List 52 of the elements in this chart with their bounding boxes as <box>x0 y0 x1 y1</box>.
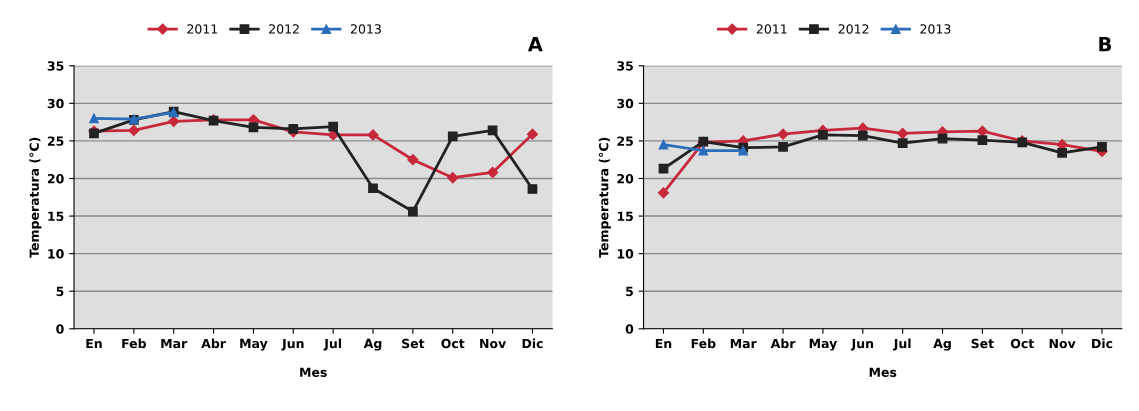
x-tick-label: May <box>809 338 838 351</box>
x-tick-label: Jun <box>850 338 874 351</box>
x-tick-label: Oct <box>1010 338 1034 349</box>
legend-label: 2011 <box>187 24 218 34</box>
x-tick-label: Oct <box>441 338 465 349</box>
x-tick-label: Mar <box>161 338 188 349</box>
x-tick-label: Nov <box>1049 338 1076 349</box>
x-tick-label: May <box>240 338 268 351</box>
x-tick-label: Set <box>402 338 425 349</box>
y-tick-label: 30 <box>617 98 634 109</box>
y-axis-title: Temperatura (°C) <box>29 137 42 258</box>
y-tick-label: 35 <box>617 61 633 71</box>
x-axis-title: Mes <box>300 367 327 377</box>
y-tick-label: 15 <box>617 211 633 221</box>
y-tick-label: 0 <box>56 324 64 334</box>
x-tick-label: Abr <box>201 338 226 349</box>
y-tick-label: 30 <box>47 98 64 109</box>
y-tick-label: 25 <box>47 136 64 146</box>
y-tick-label: 0 <box>625 324 634 334</box>
y-tick-label: 10 <box>48 249 64 259</box>
legend-label: 2011 <box>756 24 787 34</box>
y-tick-label: 35 <box>47 61 64 71</box>
x-tick-label: Feb <box>691 338 716 349</box>
y-tick-label: 25 <box>617 136 633 146</box>
y-tick-label: 15 <box>48 211 64 221</box>
y-tick-label: 5 <box>56 286 64 297</box>
x-tick-label: Dic <box>1092 338 1113 349</box>
text: B <box>1099 37 1111 52</box>
text: A <box>527 37 543 52</box>
x-axis-title: Mes <box>869 367 897 377</box>
x-tick-label: Ag <box>363 338 382 351</box>
x-tick-label: Jul <box>323 338 342 351</box>
x-tick-label: Jun <box>281 338 304 351</box>
x-tick-label: Dic <box>522 338 543 349</box>
legend-label: 2013 <box>920 24 951 34</box>
legend-label: 2013 <box>350 24 381 34</box>
y-axis-title: Temperatura (°C) <box>598 137 611 258</box>
x-tick-label: Jul <box>893 338 911 351</box>
x-tick-label: Ag <box>933 338 951 351</box>
y-tick-label: 5 <box>626 286 633 297</box>
y-tick-label: 20 <box>617 173 634 184</box>
x-tick-label: En <box>86 338 102 349</box>
x-tick-label: En <box>655 338 672 349</box>
x-tick-label: Mar <box>730 338 757 349</box>
x-tick-label: Feb <box>122 338 146 349</box>
x-tick-label: Nov <box>480 338 507 349</box>
legend-label: 2012 <box>838 24 869 34</box>
y-tick-label: 10 <box>617 249 634 259</box>
y-tick-label: 20 <box>47 173 64 184</box>
x-tick-label: Set <box>971 338 994 349</box>
legend-label: 2012 <box>269 24 299 34</box>
x-tick-label: Abr <box>770 338 796 349</box>
